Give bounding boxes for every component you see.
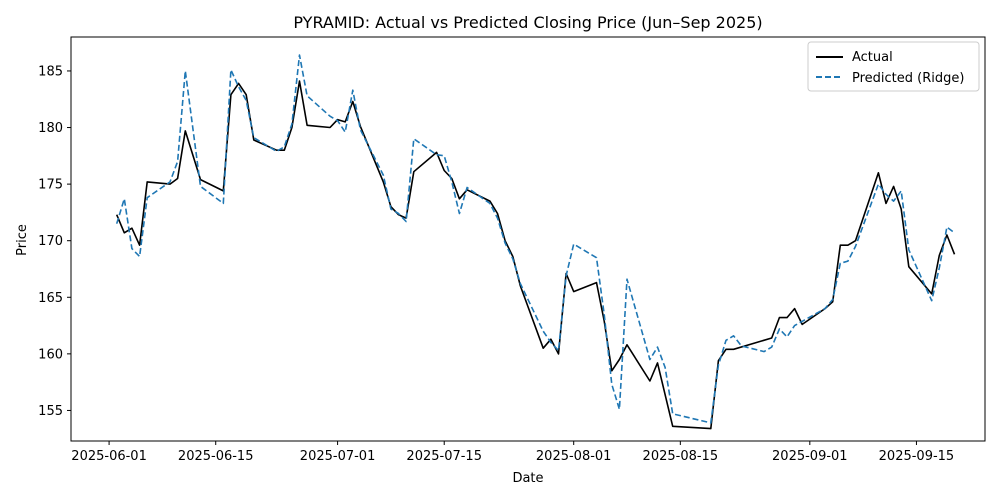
y-tick-label: 185 (38, 64, 63, 79)
x-tick-label: 2025-07-15 (406, 449, 482, 464)
x-tick-label: 2025-09-01 (772, 449, 848, 464)
y-axis-label: Price (15, 224, 30, 256)
legend-frame (807, 41, 980, 92)
y-tick-label: 155 (38, 404, 63, 419)
legend: Actual Predicted (Ridge) (807, 41, 980, 92)
y-tick-label: 170 (38, 234, 63, 249)
plot-area (70, 36, 986, 442)
x-axis-label: Date (512, 471, 543, 486)
x-tick-label: 2025-08-15 (643, 449, 719, 464)
plot-frame (70, 36, 986, 442)
x-tick-label: 2025-06-01 (71, 449, 147, 464)
legend-label-predicted: Predicted (Ridge) (852, 71, 964, 86)
y-tick-label: 180 (38, 121, 63, 136)
x-tick-label: 2025-06-15 (178, 449, 254, 464)
y-tick-label: 165 (38, 291, 63, 306)
series-layer (115, 54, 956, 430)
x-tick-label: 2025-07-01 (300, 449, 376, 464)
legend-label-actual: Actual (852, 50, 893, 65)
series-line-predicted (115, 54, 955, 424)
y-tick-label: 175 (38, 178, 63, 193)
y-tick-label: 160 (38, 347, 63, 362)
x-tick-label: 2025-08-01 (536, 449, 612, 464)
x-axis: 2025-06-01 2025-06-15 2025-07-01 2025-07-15… (71, 441, 954, 464)
chart-title: PYRAMID: Actual vs Predicted Closing Pri… (293, 13, 762, 32)
y-axis: 155 160 165 170 175 180 185 (38, 64, 71, 419)
x-tick-label: 2025-09-15 (879, 449, 955, 464)
